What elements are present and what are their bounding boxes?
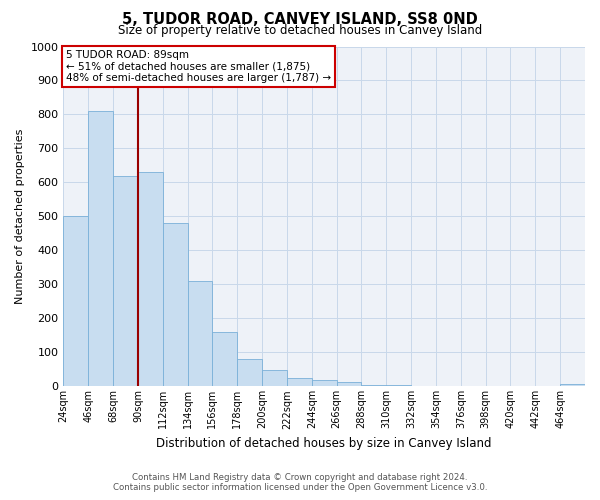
Bar — [64, 216, 88, 386]
Bar — [361, 384, 386, 386]
Bar — [163, 223, 188, 386]
Text: Contains HM Land Registry data © Crown copyright and database right 2024.
Contai: Contains HM Land Registry data © Crown c… — [113, 473, 487, 492]
X-axis label: Distribution of detached houses by size in Canvey Island: Distribution of detached houses by size … — [157, 437, 492, 450]
Text: Size of property relative to detached houses in Canvey Island: Size of property relative to detached ho… — [118, 24, 482, 37]
Y-axis label: Number of detached properties: Number of detached properties — [15, 129, 25, 304]
Bar — [188, 281, 212, 386]
Bar — [337, 382, 361, 386]
Bar — [88, 111, 113, 386]
Text: 5 TUDOR ROAD: 89sqm
← 51% of detached houses are smaller (1,875)
48% of semi-det: 5 TUDOR ROAD: 89sqm ← 51% of detached ho… — [65, 50, 331, 83]
Bar — [262, 370, 287, 386]
Bar — [138, 172, 163, 386]
Bar — [113, 176, 138, 386]
Bar — [312, 380, 337, 386]
Text: 5, TUDOR ROAD, CANVEY ISLAND, SS8 0ND: 5, TUDOR ROAD, CANVEY ISLAND, SS8 0ND — [122, 12, 478, 26]
Bar — [560, 384, 585, 386]
Bar — [212, 332, 237, 386]
Bar — [287, 378, 312, 386]
Bar — [237, 359, 262, 386]
